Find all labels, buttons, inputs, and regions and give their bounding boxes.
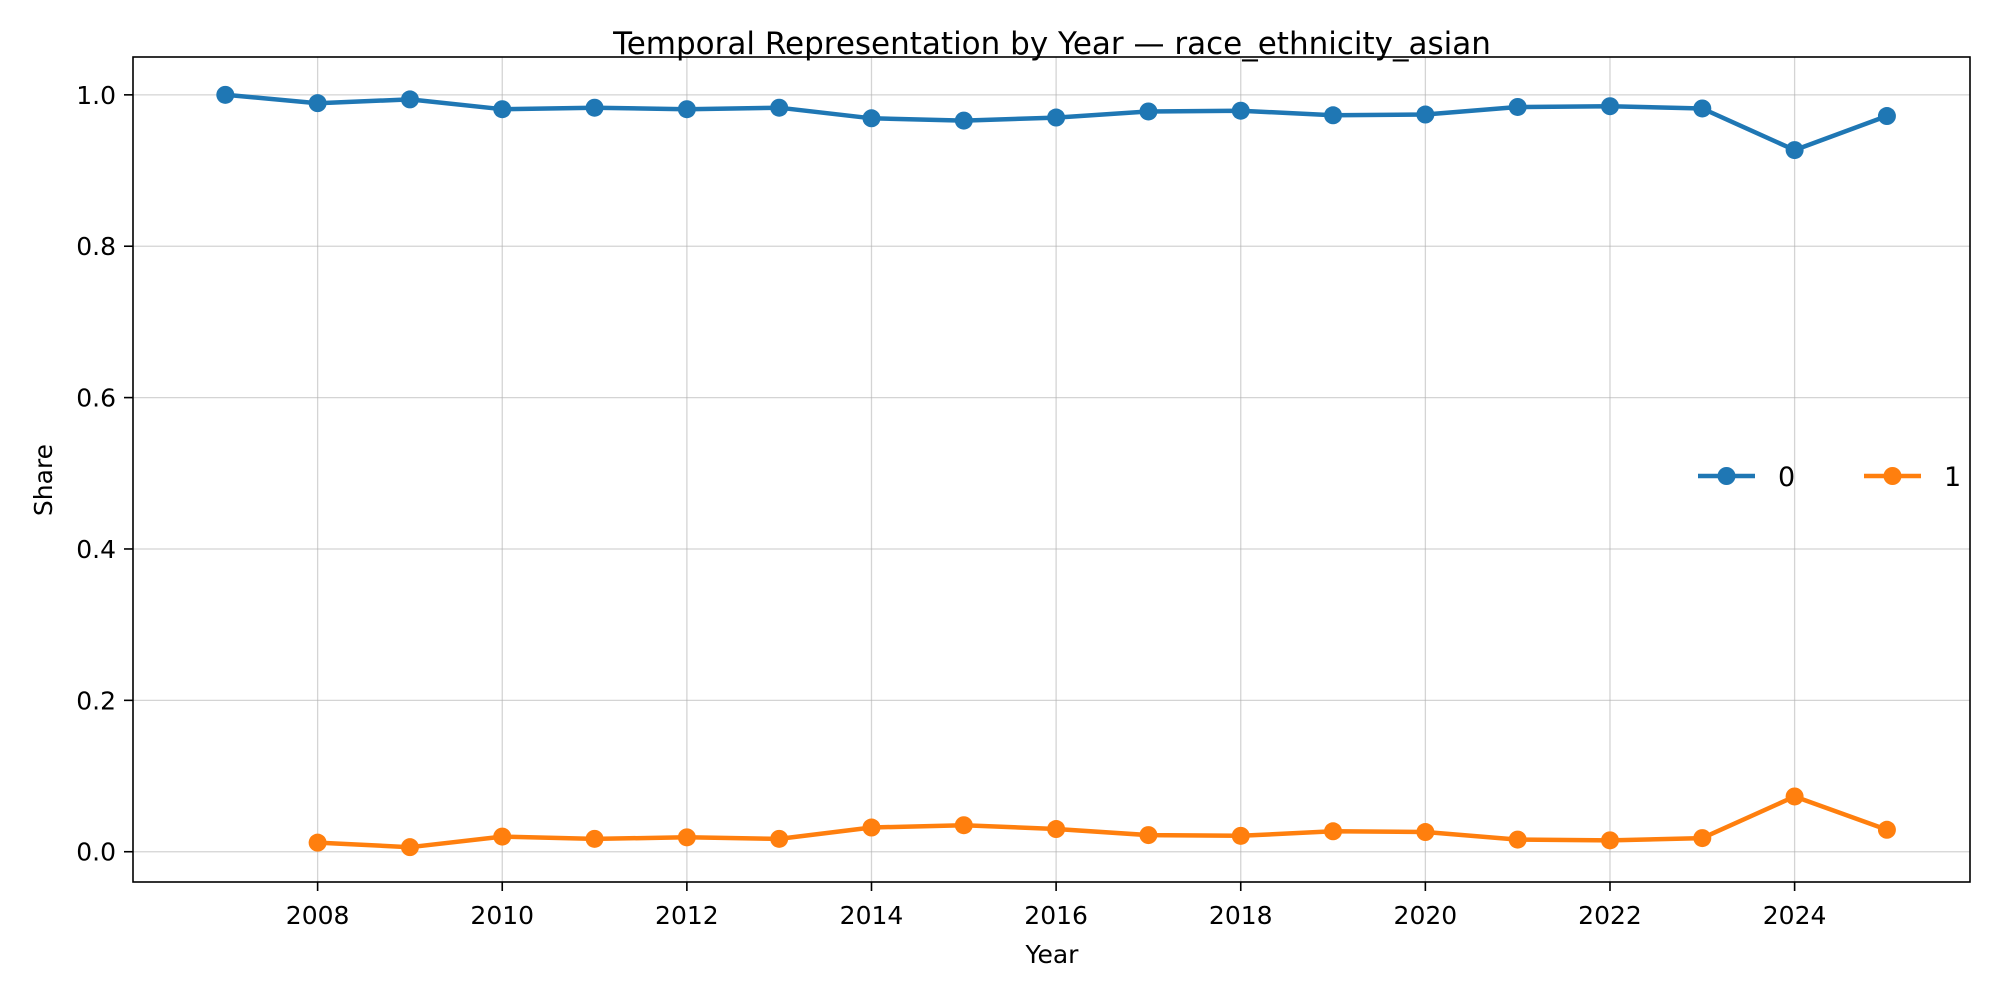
y-axis-ticks: 0.0 0.2 0.4 0.6 0.8 1.0 bbox=[76, 81, 133, 867]
data-point bbox=[1508, 97, 1527, 116]
grid bbox=[133, 57, 1970, 882]
data-point bbox=[308, 833, 327, 852]
legend-label: 0 bbox=[1778, 462, 1795, 493]
series-line bbox=[315, 794, 1890, 850]
data-point bbox=[1324, 106, 1343, 125]
legend-item: 1 bbox=[1864, 462, 1961, 493]
x-tick-label: 2014 bbox=[840, 901, 904, 930]
y-tick-label: 0.0 bbox=[76, 838, 116, 867]
data-point bbox=[216, 85, 235, 104]
data-point bbox=[1693, 829, 1712, 848]
data-point bbox=[954, 111, 973, 130]
data-point bbox=[770, 829, 789, 848]
data-point bbox=[585, 829, 604, 848]
data-point bbox=[770, 98, 789, 117]
x-tick-label: 2018 bbox=[1209, 901, 1273, 930]
y-tick-label: 1.0 bbox=[76, 81, 116, 110]
data-point bbox=[1324, 822, 1343, 841]
data-point bbox=[1600, 97, 1619, 116]
plot-frame bbox=[132, 56, 1971, 883]
data-point bbox=[862, 109, 881, 128]
legend-item: 0 bbox=[1698, 462, 1795, 493]
data-point bbox=[1139, 826, 1158, 845]
legend-marker bbox=[1883, 467, 1902, 485]
data-point bbox=[400, 838, 419, 857]
x-tick-label: 2010 bbox=[470, 901, 534, 930]
chart-title: Temporal Representation by Year — race_e… bbox=[612, 26, 1491, 62]
data-point bbox=[1508, 830, 1527, 849]
legend-label: 1 bbox=[1944, 462, 1961, 493]
data-point bbox=[1139, 102, 1158, 121]
data-point bbox=[1600, 831, 1619, 850]
data-point bbox=[1693, 99, 1712, 118]
data-point bbox=[1047, 820, 1066, 839]
x-tick-label: 2008 bbox=[286, 901, 350, 930]
y-tick-label: 0.8 bbox=[76, 232, 116, 261]
data-point bbox=[308, 94, 327, 113]
data-point bbox=[400, 90, 419, 109]
y-tick-label: 0.6 bbox=[76, 384, 116, 413]
data-point bbox=[954, 816, 973, 835]
data-point bbox=[1231, 826, 1250, 845]
data-point bbox=[493, 827, 512, 846]
series-1 bbox=[308, 787, 1896, 857]
y-tick-label: 0.4 bbox=[76, 535, 116, 564]
data-point bbox=[1047, 108, 1066, 127]
data-point bbox=[1785, 141, 1804, 160]
x-axis-label: Year bbox=[1025, 940, 1080, 969]
data-point bbox=[677, 828, 696, 847]
data-point bbox=[1877, 820, 1896, 839]
series-0 bbox=[216, 85, 1896, 160]
data-point bbox=[1785, 787, 1804, 806]
data-point bbox=[1877, 107, 1896, 126]
x-tick-label: 2016 bbox=[1024, 901, 1088, 930]
data-point bbox=[585, 98, 604, 117]
data-point bbox=[1416, 105, 1435, 124]
y-axis-label: Share bbox=[29, 444, 58, 516]
series-layer bbox=[216, 85, 1896, 857]
x-axis-ticks: 2008 2010 2012 2014 2016 2018 2020 2022 2024 bbox=[286, 882, 1827, 930]
x-tick-label: 2012 bbox=[655, 901, 719, 930]
legend-marker bbox=[1717, 467, 1736, 485]
data-point bbox=[1231, 101, 1250, 120]
data-point bbox=[677, 100, 696, 119]
data-point bbox=[493, 100, 512, 119]
data-point bbox=[862, 818, 881, 837]
x-tick-label: 2022 bbox=[1578, 901, 1642, 930]
y-tick-label: 0.2 bbox=[76, 686, 116, 715]
x-tick-label: 2020 bbox=[1394, 901, 1458, 930]
data-point bbox=[1416, 823, 1435, 842]
x-tick-label: 2024 bbox=[1763, 901, 1827, 930]
